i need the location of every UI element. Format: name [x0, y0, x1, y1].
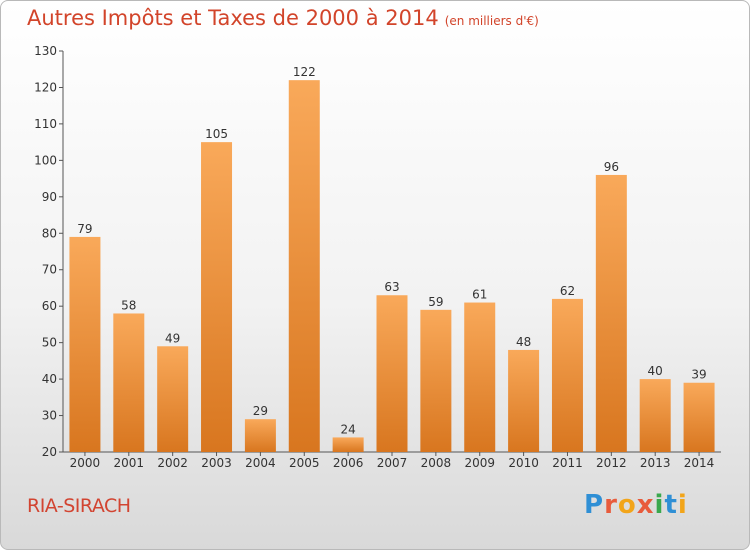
logo-letter: o	[617, 490, 637, 520]
data-label: 105	[205, 127, 228, 141]
bar	[551, 298, 583, 452]
logo-letter: i	[677, 490, 688, 520]
proxiti-logo: Proxiti	[584, 490, 688, 520]
bar	[376, 295, 408, 452]
y-tick-label: 40	[42, 372, 57, 386]
x-tick-label: 2012	[596, 456, 627, 470]
x-tick-label: 2007	[377, 456, 408, 470]
data-label: 79	[77, 222, 92, 236]
data-label: 96	[604, 160, 619, 174]
y-tick-label: 110	[34, 117, 57, 131]
bar	[244, 419, 276, 452]
x-tick-label: 2005	[289, 456, 320, 470]
chart-subtitle: (en milliers d'€)	[444, 14, 539, 28]
data-label: 63	[384, 280, 399, 294]
logo-letter: x	[636, 490, 655, 520]
bars	[69, 80, 715, 453]
x-tick-label: 2008	[421, 456, 452, 470]
x-tick-label: 2010	[508, 456, 539, 470]
bar	[420, 309, 452, 452]
bar	[464, 302, 496, 452]
x-tick-label: 2013	[640, 456, 671, 470]
data-label: 48	[516, 335, 531, 349]
bar	[288, 80, 320, 452]
data-label: 40	[648, 364, 663, 378]
data-label: 61	[472, 288, 487, 302]
logo-letter: t	[664, 490, 678, 520]
bar	[595, 174, 627, 453]
bar	[639, 379, 671, 452]
logo-letter: P	[584, 490, 605, 520]
data-label: 58	[121, 298, 136, 312]
y-tick-label: 100	[34, 153, 57, 167]
y-tick-label: 80	[42, 226, 57, 240]
bar	[113, 313, 145, 452]
y-tick-label: 90	[42, 190, 57, 204]
x-tick-label: 2000	[70, 456, 101, 470]
y-tick-label: 50	[42, 336, 57, 350]
y-tick-label: 70	[42, 263, 57, 277]
x-tick-label: 2011	[552, 456, 583, 470]
bar	[69, 236, 101, 452]
x-tick-label: 2003	[201, 456, 232, 470]
bar	[508, 349, 540, 452]
y-tick-label: 130	[34, 44, 57, 58]
y-tick-label: 120	[34, 80, 57, 94]
logo-letter: r	[604, 490, 618, 520]
data-label: 29	[253, 404, 268, 418]
bar	[332, 437, 364, 452]
place-name: RIA-SIRACH	[27, 495, 131, 517]
y-tick-label: 30	[42, 409, 57, 423]
logo-letter: i	[654, 490, 665, 520]
data-label: 122	[293, 65, 316, 79]
x-tick-label: 2006	[333, 456, 364, 470]
bar	[201, 142, 233, 453]
value-labels: 79 58 49 105 29 122 24 63 59 61 48 62 96 40 39	[77, 65, 706, 436]
x-tick-label: 2014	[684, 456, 715, 470]
chart-title-text: Autres Impôts et Taxes de 2000 à 2014	[27, 6, 439, 30]
axes: 20 30 40 50 60 70 80 90 100 110 120 130 2000 2001 2002…	[34, 44, 721, 470]
data-label: 49	[165, 331, 180, 345]
data-label: 59	[428, 295, 443, 309]
data-label: 24	[340, 422, 355, 436]
x-tick-label: 2004	[245, 456, 276, 470]
data-label: 39	[691, 368, 706, 382]
bar	[157, 346, 189, 452]
data-label: 62	[560, 284, 575, 298]
chart-title: Autres Impôts et Taxes de 2000 à 2014 (en…	[27, 6, 539, 30]
x-tick-label: 2002	[157, 456, 188, 470]
bar	[683, 382, 715, 452]
x-tick-label: 2001	[114, 456, 145, 470]
x-tick-label: 2009	[464, 456, 495, 470]
y-tick-label: 60	[42, 299, 57, 313]
y-tick-label: 20	[42, 445, 57, 459]
